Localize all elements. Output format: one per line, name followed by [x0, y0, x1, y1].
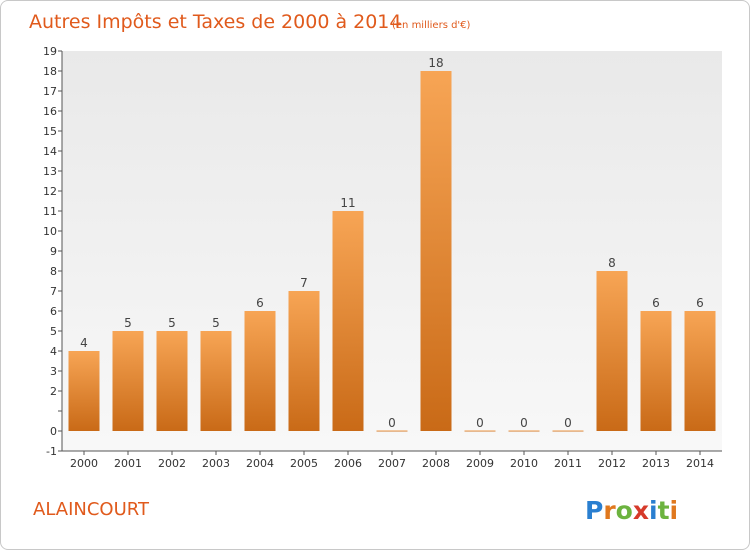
y-tick-label: 2	[50, 385, 57, 398]
y-tick-label: 14	[43, 145, 57, 158]
y-tick-label: 11	[43, 205, 57, 218]
value-label-2007: 0	[388, 416, 396, 430]
value-label-2003: 5	[212, 316, 220, 330]
y-tick-label: 0	[50, 425, 57, 438]
y-tick-label: 17	[43, 85, 57, 98]
logo-letter: r	[603, 496, 616, 525]
y-tick-label: 5	[50, 325, 57, 338]
y-tick-label: 3	[50, 365, 57, 378]
value-label-2013: 6	[652, 296, 660, 310]
x-tick-label-2012: 2012	[598, 457, 626, 470]
y-tick-label: 7	[50, 285, 57, 298]
x-tick-label-2004: 2004	[246, 457, 274, 470]
value-label-2011: 0	[564, 416, 572, 430]
value-label-2005: 7	[300, 276, 308, 290]
value-label-2014: 6	[696, 296, 704, 310]
bar-2002	[156, 331, 188, 431]
x-tick-label-2010: 2010	[510, 457, 538, 470]
x-tick-label-2009: 2009	[466, 457, 494, 470]
bar-2010	[508, 430, 540, 432]
value-label-2001: 5	[124, 316, 132, 330]
y-tick-label: 9	[50, 245, 57, 258]
y-tick-label: 18	[43, 65, 57, 78]
logo-letter: i	[670, 496, 679, 525]
logo-letter: o	[616, 496, 633, 525]
logo-letter: P	[585, 496, 603, 525]
bar-2009	[464, 430, 496, 432]
logo-letter: i	[649, 496, 658, 525]
chart-subtitle: (en milliers d'€)	[392, 20, 471, 31]
y-tick-label: 8	[50, 265, 57, 278]
x-tick-label-2001: 2001	[114, 457, 142, 470]
x-tick-label-2006: 2006	[334, 457, 362, 470]
x-tick-label-2000: 2000	[70, 457, 98, 470]
x-tick-label-2003: 2003	[202, 457, 230, 470]
logo-text: Proxiti	[585, 496, 678, 525]
x-tick-label-2011: 2011	[554, 457, 582, 470]
value-label-2012: 8	[608, 256, 616, 270]
y-tick-label: -1	[46, 445, 57, 458]
x-tick-label-2002: 2002	[158, 457, 186, 470]
bar-2005	[288, 291, 320, 431]
bar-2001	[112, 331, 144, 431]
x-tick-label-2005: 2005	[290, 457, 318, 470]
y-tick-label: 12	[43, 185, 57, 198]
value-label-2004: 6	[256, 296, 264, 310]
x-tick-label-2007: 2007	[378, 457, 406, 470]
proxiti-logo: Proxiti	[585, 496, 678, 525]
bar-2008	[420, 71, 452, 431]
bar-2006	[332, 211, 364, 431]
y-tick-label: 16	[43, 105, 57, 118]
y-tick-label: 19	[43, 45, 57, 58]
value-label-2002: 5	[168, 316, 176, 330]
bar-2011	[552, 430, 584, 432]
x-tick-label-2008: 2008	[422, 457, 450, 470]
y-tick-label: 13	[43, 165, 57, 178]
bar-2013	[640, 311, 672, 431]
x-tick-label-2013: 2013	[642, 457, 670, 470]
logo-letter: t	[658, 496, 670, 525]
bar-2007	[376, 430, 408, 432]
y-tick-label: 4	[50, 345, 57, 358]
chart-title: Autres Impôts et Taxes de 2000 à 2014	[29, 11, 402, 33]
value-label-2006: 11	[340, 196, 355, 210]
bars: 4 5 5 5 6 7 11 0 18 0 0 0 8 6 6	[68, 56, 716, 432]
value-label-2009: 0	[476, 416, 484, 430]
logo-letter: x	[633, 496, 649, 525]
y-tick-label: 10	[43, 225, 57, 238]
value-label-2010: 0	[520, 416, 528, 430]
y-tick-label: 6	[50, 305, 57, 318]
commune-name: ALAINCOURT	[33, 499, 150, 520]
bar-2014	[684, 311, 716, 431]
x-axis: 2000 2001 2002 2003 2004 2005 2006 2007 2008 2009…	[62, 450, 722, 470]
x-tick-label-2014: 2014	[686, 457, 714, 470]
y-axis: -1 0 2 3 4 5 6 7 8 9 10 11 12 13 14 15 16 17 18 19	[43, 45, 63, 458]
value-label-2008: 18	[428, 56, 443, 70]
bar-2000	[68, 351, 100, 431]
bar-2003	[200, 331, 232, 431]
bar-2012	[596, 271, 628, 431]
bar-2004	[244, 311, 276, 431]
y-tick-label: 15	[43, 125, 57, 138]
value-label-2000: 4	[80, 336, 88, 350]
